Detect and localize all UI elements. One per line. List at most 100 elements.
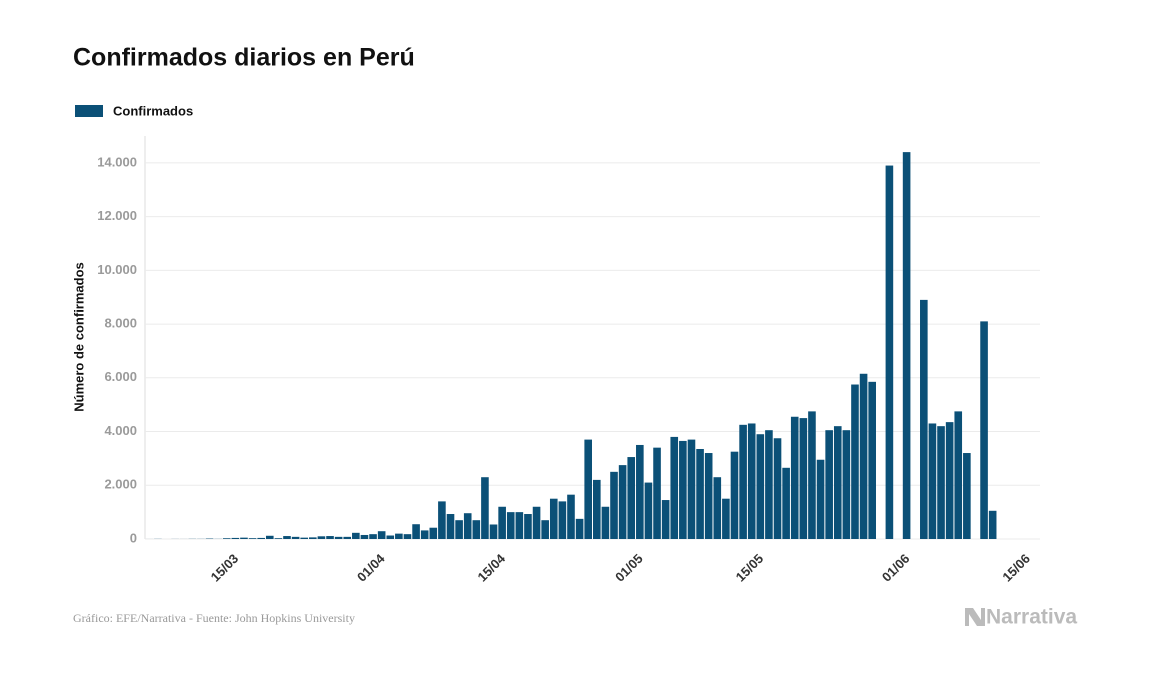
bar xyxy=(696,448,704,539)
bar xyxy=(593,479,601,539)
bar xyxy=(360,534,369,539)
bar xyxy=(790,416,799,539)
bar xyxy=(515,512,524,539)
bar xyxy=(773,438,782,539)
bar xyxy=(601,506,610,539)
bar xyxy=(532,506,541,539)
bar xyxy=(420,530,429,539)
y-tick-label: 14.000 xyxy=(97,154,137,169)
legend-swatch xyxy=(75,105,103,117)
bar xyxy=(636,444,644,539)
bar xyxy=(481,477,489,539)
chart-title: Confirmados diarios en Perú xyxy=(73,44,415,72)
bar xyxy=(472,520,481,539)
bar xyxy=(954,411,963,539)
bar xyxy=(782,467,790,539)
bar xyxy=(584,439,592,539)
bar xyxy=(610,471,618,539)
x-tick-label: 15/04 xyxy=(474,550,508,584)
bar xyxy=(963,453,971,539)
bar xyxy=(265,535,274,539)
bar xyxy=(317,536,326,539)
bar xyxy=(885,165,894,539)
bar xyxy=(627,457,636,539)
y-tick-label: 0 xyxy=(130,530,137,545)
bar xyxy=(291,536,300,539)
bar xyxy=(352,532,360,539)
bar xyxy=(455,520,463,539)
x-tick-label: 15/05 xyxy=(733,551,767,585)
bar xyxy=(945,422,954,539)
bar xyxy=(412,524,420,539)
bar xyxy=(334,536,343,539)
bar xyxy=(988,510,997,539)
bar xyxy=(567,494,575,539)
bar xyxy=(851,384,859,539)
bar xyxy=(386,535,395,539)
bar xyxy=(670,436,679,539)
bar xyxy=(722,498,730,539)
bar xyxy=(808,411,816,539)
bar xyxy=(868,381,876,539)
bar xyxy=(300,537,309,539)
bar xyxy=(902,152,911,539)
bar xyxy=(558,501,567,539)
bar xyxy=(730,451,739,539)
y-tick-label: 6.000 xyxy=(104,369,137,384)
bar xyxy=(309,537,317,539)
bar xyxy=(248,538,257,539)
brand: Narrativa xyxy=(986,606,1077,629)
bar xyxy=(739,424,747,539)
y-axis-label: Número de confirmados xyxy=(71,262,86,412)
bar xyxy=(369,534,377,539)
bar xyxy=(859,373,868,539)
bar xyxy=(653,447,661,539)
bar xyxy=(446,514,455,539)
bar xyxy=(377,531,386,539)
bar xyxy=(980,321,988,539)
bar xyxy=(283,536,291,539)
bar xyxy=(438,501,446,539)
bar xyxy=(618,465,627,539)
bar xyxy=(799,418,808,539)
bar xyxy=(541,520,549,539)
y-tick-label: 12.000 xyxy=(97,208,137,223)
bar xyxy=(489,524,498,539)
bar xyxy=(403,534,412,539)
bar xyxy=(343,536,352,539)
bar xyxy=(816,459,825,539)
bar xyxy=(463,513,472,539)
bar xyxy=(928,423,937,539)
bar xyxy=(257,537,265,539)
bar xyxy=(833,426,842,539)
bar xyxy=(687,439,696,539)
y-tick-label: 2.000 xyxy=(104,477,137,492)
bar xyxy=(661,500,670,539)
bar xyxy=(756,434,765,539)
bar xyxy=(506,512,515,539)
y-tick-label: 8.000 xyxy=(104,316,137,331)
bar xyxy=(842,430,851,539)
x-tick-label: 15/03 xyxy=(208,551,242,585)
bar xyxy=(704,453,713,539)
bar xyxy=(274,538,283,539)
y-tick-label: 10.000 xyxy=(97,262,137,277)
bar xyxy=(937,426,945,539)
x-tick-label: 01/06 xyxy=(879,551,913,585)
brand-logo: Narrativa xyxy=(965,606,1077,629)
legend-label: Confirmados xyxy=(113,103,193,118)
bar xyxy=(498,506,506,539)
bar xyxy=(240,537,248,539)
x-tick-label: 01/05 xyxy=(612,551,646,585)
y-tick-label: 4.000 xyxy=(104,423,137,438)
bar xyxy=(549,498,558,539)
bar xyxy=(524,514,532,539)
logo-icon xyxy=(965,608,985,626)
bar xyxy=(575,518,584,539)
bar xyxy=(765,430,773,539)
bar xyxy=(231,537,240,539)
bar xyxy=(429,527,438,539)
x-tick-label: 15/06 xyxy=(999,551,1033,585)
bar xyxy=(395,533,403,539)
